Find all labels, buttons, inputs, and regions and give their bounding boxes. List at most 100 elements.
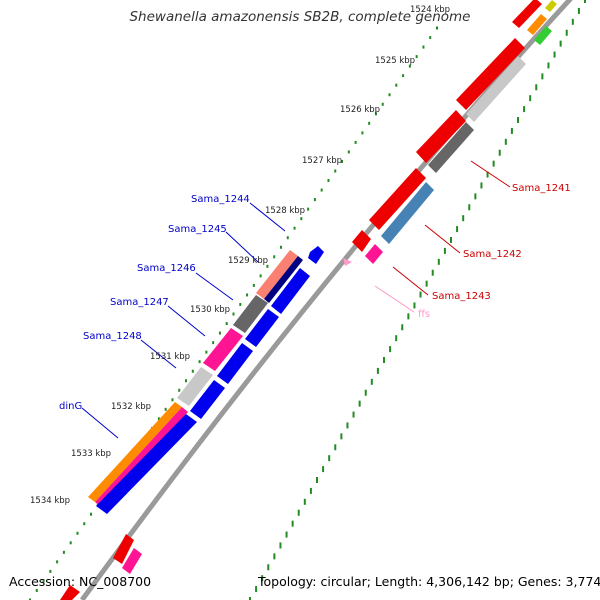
leader-line [81, 407, 119, 439]
gene-label-ding[interactable]: dinG [59, 401, 82, 412]
gc-dot [395, 83, 398, 87]
gc-skew-track [29, 0, 586, 600]
gc-dot [293, 226, 296, 230]
gc-dot [316, 477, 318, 483]
gc-dot [49, 569, 52, 573]
gc-dot [408, 64, 411, 68]
gc-dot [407, 313, 410, 320]
tick-label: 1533 kbp [71, 449, 111, 459]
gc-dot [334, 169, 337, 173]
tick-label: 1527 kbp [302, 156, 342, 166]
gc-dot [415, 55, 418, 59]
cog-block [466, 56, 526, 122]
gc-dot [388, 93, 391, 97]
gc-dot [286, 236, 289, 240]
gc-dot [395, 335, 398, 342]
gene-label-sama-1241[interactable]: Sama_1241 [512, 183, 571, 194]
gc-dot [76, 531, 79, 535]
gc-dot [517, 117, 519, 123]
gene-label-sama-1246[interactable]: Sama_1246 [137, 263, 196, 274]
gc-dot [313, 198, 316, 202]
forward-cog-track [122, 0, 557, 574]
gene-label-sama-1243[interactable]: Sama_1243 [432, 291, 491, 302]
gc-dot [565, 29, 568, 36]
cog-block [527, 14, 547, 35]
gc-dot [341, 159, 344, 163]
gc-dot [553, 51, 556, 58]
gene-arrow-reverse[interactable] [271, 268, 310, 314]
gene-label-sama-1242[interactable]: Sama_1242 [463, 249, 522, 260]
gc-dot [443, 247, 446, 254]
cog-block [88, 402, 182, 502]
gc-dot [90, 512, 93, 516]
gc-dot [291, 520, 294, 527]
gc-dot [83, 522, 86, 526]
gene-arrow-forward[interactable] [416, 110, 466, 163]
summary-text: Topology: circular; Length: 4,306,142 bp… [258, 574, 600, 589]
gc-dot [273, 553, 276, 560]
leader-line [470, 160, 511, 188]
gc-dot [577, 7, 580, 14]
gc-dot [368, 121, 371, 125]
gene-arrow-forward[interactable] [512, 0, 542, 28]
gc-dot [450, 237, 452, 243]
cog-block [381, 182, 434, 244]
gc-dot [297, 509, 300, 516]
forward-strand-track [60, 0, 542, 600]
gene-arrow-forward[interactable] [456, 38, 525, 110]
cog-block [233, 295, 268, 333]
gc-dot [309, 487, 312, 494]
gc-dot [381, 102, 384, 106]
gene-arrow-forward[interactable] [352, 230, 371, 252]
gene-arrow-reverse[interactable] [245, 309, 279, 347]
leader-line [140, 339, 177, 369]
gene-label-ffs[interactable]: ffs [418, 309, 430, 320]
cog-block [95, 407, 188, 507]
gene-arrow-forward[interactable] [60, 585, 80, 600]
gene-label-sama-1244[interactable]: Sama_1244 [191, 194, 250, 205]
gene-label-sama-1248[interactable]: Sama_1248 [83, 331, 142, 342]
gc-dot [437, 258, 440, 265]
gc-dot [334, 444, 337, 451]
gene-arrow-forward[interactable] [113, 534, 134, 564]
gc-dot [29, 598, 31, 600]
map-title: Shewanella amazonensis SB2B, complete ge… [129, 9, 471, 25]
gc-dot [547, 62, 550, 69]
gc-dot [510, 127, 513, 134]
gc-dot [429, 36, 432, 40]
gc-dot [346, 422, 349, 429]
gene-arrow-reverse[interactable] [217, 343, 253, 384]
gc-dot [185, 379, 188, 383]
gene-arrow-reverse[interactable] [96, 414, 197, 514]
gc-dot [279, 542, 282, 549]
gc-dot [285, 531, 288, 538]
gc-dot [300, 217, 303, 221]
cog-block [122, 548, 142, 574]
tick-label: 1531 kbp [150, 352, 190, 362]
gc-dot [261, 575, 264, 582]
gc-dot [354, 140, 357, 144]
gc-dot [364, 389, 367, 396]
tick-label: 1528 kbp [265, 206, 305, 216]
gc-dot [307, 207, 310, 211]
gc-dot [225, 322, 228, 326]
tick-label: 1534 kbp [30, 496, 70, 506]
gc-dot [529, 95, 532, 102]
gc-dot [468, 204, 471, 211]
gc-dot [383, 357, 385, 363]
gene-label-sama-1247[interactable]: Sama_1247 [110, 297, 169, 308]
gene-arrow-forward[interactable] [369, 168, 426, 230]
gene-arrow-reverse[interactable] [308, 246, 324, 264]
accession-text: Accession: NC_008700 [9, 574, 152, 589]
gc-dot [376, 367, 379, 374]
gc-dot [456, 226, 459, 233]
gc-dot [436, 26, 438, 30]
gc-dot [303, 498, 306, 505]
tick-label: 1530 kbp [190, 305, 230, 315]
gc-dot [232, 312, 235, 316]
gc-dot [239, 302, 242, 306]
gc-dot [322, 466, 325, 473]
gene-label-sama-1245[interactable]: Sama_1245 [168, 224, 227, 235]
gene-arrow-reverse[interactable] [190, 380, 225, 419]
gc-dot [361, 131, 364, 135]
